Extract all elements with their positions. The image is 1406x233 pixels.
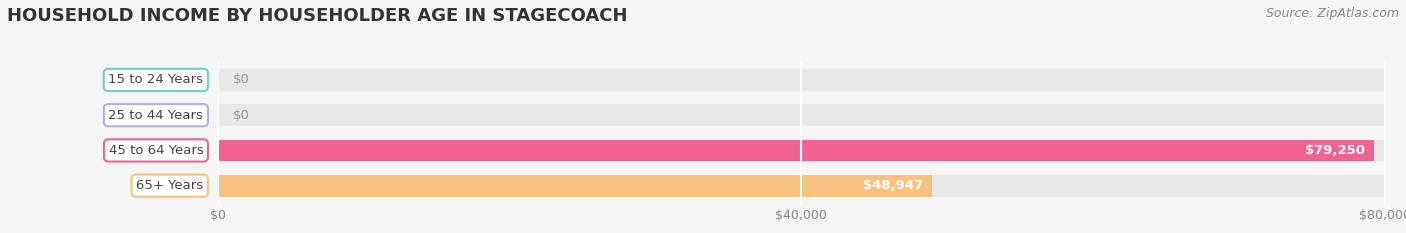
- Text: $0: $0: [232, 73, 249, 86]
- Bar: [218, 175, 932, 197]
- Text: $48,947: $48,947: [863, 179, 924, 192]
- Bar: [218, 69, 1385, 91]
- Text: HOUSEHOLD INCOME BY HOUSEHOLDER AGE IN STAGECOACH: HOUSEHOLD INCOME BY HOUSEHOLDER AGE IN S…: [7, 7, 627, 25]
- Bar: [218, 140, 1374, 161]
- Text: 25 to 44 Years: 25 to 44 Years: [108, 109, 204, 122]
- Bar: [218, 175, 1385, 197]
- Text: 65+ Years: 65+ Years: [136, 179, 204, 192]
- Bar: [218, 140, 1385, 161]
- Text: 45 to 64 Years: 45 to 64 Years: [108, 144, 204, 157]
- Text: Source: ZipAtlas.com: Source: ZipAtlas.com: [1265, 7, 1399, 20]
- Bar: [218, 104, 1385, 126]
- Text: 15 to 24 Years: 15 to 24 Years: [108, 73, 204, 86]
- Text: $79,250: $79,250: [1305, 144, 1365, 157]
- Text: $0: $0: [232, 109, 249, 122]
